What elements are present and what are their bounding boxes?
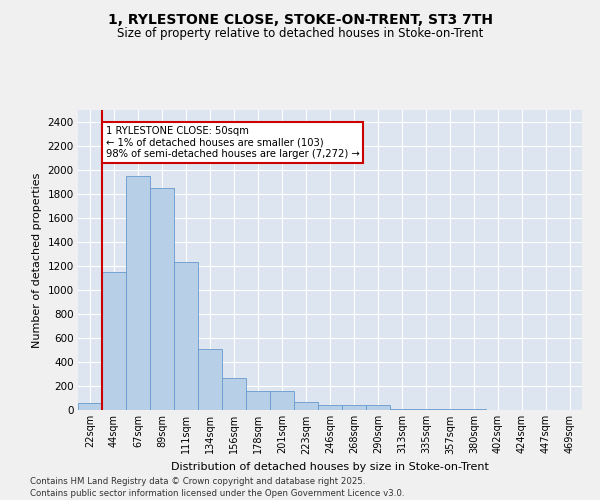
Bar — [198, 349, 222, 410]
Bar — [294, 402, 318, 410]
Bar — [174, 262, 198, 410]
Bar — [78, 403, 102, 410]
Bar — [366, 405, 390, 410]
Bar — [414, 409, 438, 410]
Bar — [246, 391, 270, 410]
X-axis label: Distribution of detached houses by size in Stoke-on-Trent: Distribution of detached houses by size … — [171, 462, 489, 472]
Text: 1 RYLESTONE CLOSE: 50sqm
← 1% of detached houses are smaller (103)
98% of semi-d: 1 RYLESTONE CLOSE: 50sqm ← 1% of detache… — [106, 126, 359, 159]
Bar — [390, 409, 414, 410]
Bar — [222, 378, 246, 410]
Text: Contains public sector information licensed under the Open Government Licence v3: Contains public sector information licen… — [30, 489, 404, 498]
Bar — [102, 272, 126, 410]
Y-axis label: Number of detached properties: Number of detached properties — [32, 172, 42, 348]
Bar — [438, 409, 462, 410]
Bar — [318, 405, 342, 410]
Bar — [126, 176, 150, 410]
Text: Contains HM Land Registry data © Crown copyright and database right 2025.: Contains HM Land Registry data © Crown c… — [30, 478, 365, 486]
Text: Size of property relative to detached houses in Stoke-on-Trent: Size of property relative to detached ho… — [117, 28, 483, 40]
Bar — [150, 188, 174, 410]
Text: 1, RYLESTONE CLOSE, STOKE-ON-TRENT, ST3 7TH: 1, RYLESTONE CLOSE, STOKE-ON-TRENT, ST3 … — [107, 12, 493, 26]
Bar — [342, 405, 366, 410]
Bar — [270, 391, 294, 410]
